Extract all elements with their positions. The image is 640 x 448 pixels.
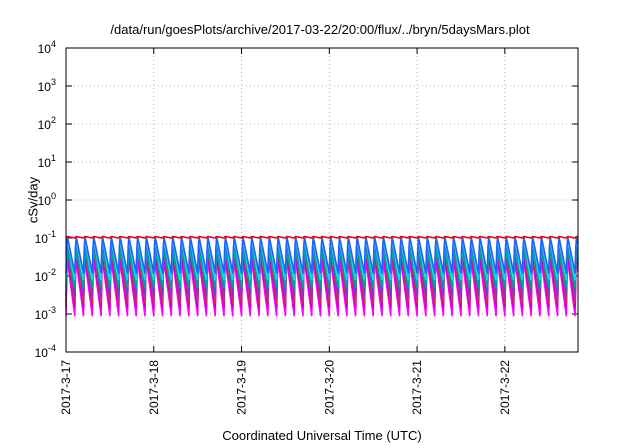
chart-title: /data/run/goesPlots/archive/2017-03-22/2… xyxy=(110,22,530,37)
plot-frame xyxy=(65,47,579,353)
x-tick-label: 2017-3-22 xyxy=(498,360,512,415)
y-tick-label: 102 xyxy=(38,115,56,132)
x-tick-label: 2017-3-17 xyxy=(59,360,73,415)
x-axis-label: Coordinated Universal Time (UTC) xyxy=(222,428,422,443)
x-tick-label: 2017-3-20 xyxy=(322,360,336,415)
y-tick-label: 10-1 xyxy=(35,229,56,246)
y-tick-label: 104 xyxy=(38,39,56,56)
y-tick-label: 10-3 xyxy=(35,305,56,322)
y-tick-label: 10-2 xyxy=(35,267,56,284)
x-tick-label: 2017-3-19 xyxy=(235,360,249,415)
y-tick-label: 100 xyxy=(38,191,56,208)
x-tick-label: 2017-3-18 xyxy=(147,360,161,415)
y-tick-label: 10-4 xyxy=(35,343,56,360)
y-tick-label: 103 xyxy=(38,77,56,94)
x-tick-label: 2017-3-21 xyxy=(410,360,424,415)
y-tick-label: 101 xyxy=(38,153,56,170)
series-line-8 xyxy=(65,235,579,239)
